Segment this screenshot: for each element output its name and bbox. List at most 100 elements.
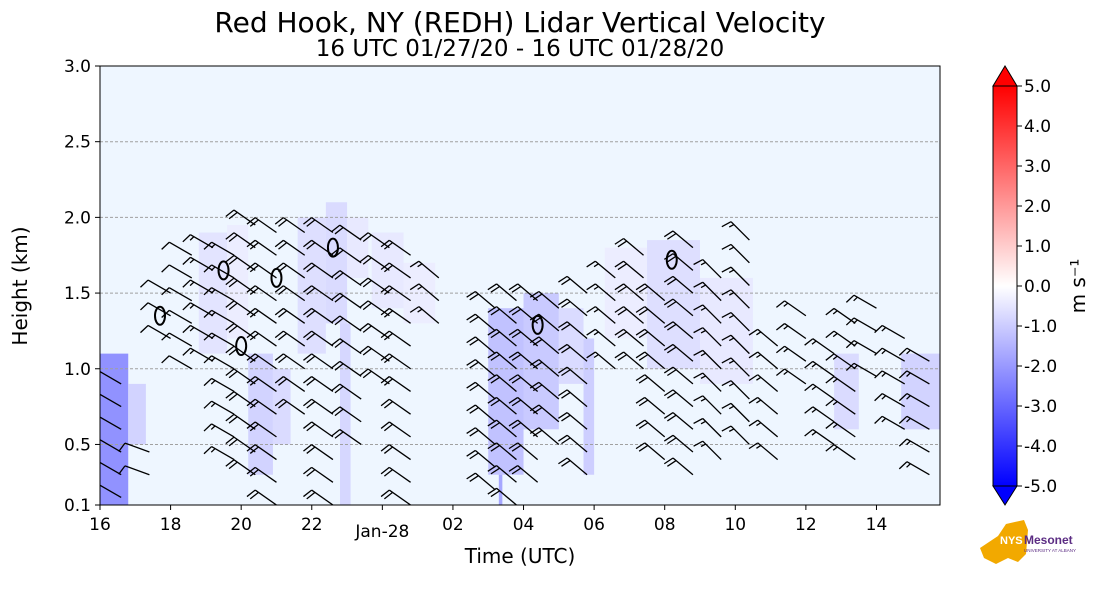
wind-barb-flag bbox=[667, 369, 677, 377]
wind-barb bbox=[833, 421, 856, 438]
wind-barb bbox=[672, 298, 694, 317]
wind-barb-flag bbox=[487, 487, 497, 495]
wind-barb-flag bbox=[490, 444, 500, 452]
wind-barb-flag bbox=[663, 389, 674, 397]
wind-barb-flag bbox=[359, 232, 369, 240]
wind-barb-flag bbox=[490, 467, 500, 475]
wind-barb bbox=[233, 254, 256, 271]
wind-barb bbox=[254, 444, 277, 461]
wind-barb bbox=[311, 262, 334, 279]
wind-barb-half-flag bbox=[728, 314, 735, 319]
wind-barb bbox=[702, 440, 722, 461]
wind-barb-flag bbox=[334, 272, 344, 280]
wind-barb bbox=[784, 345, 807, 362]
wind-barb-flag bbox=[532, 293, 543, 301]
wind-barb-flag bbox=[511, 308, 522, 316]
wind-barb-flag bbox=[466, 359, 476, 366]
wind-barb-flag bbox=[586, 283, 596, 291]
wind-barb-half-flag bbox=[906, 417, 911, 423]
wind-barb-flag bbox=[383, 332, 393, 341]
wind-barb-flag bbox=[558, 457, 568, 465]
wind-barb-half-flag bbox=[783, 370, 789, 376]
wind-barb bbox=[339, 270, 362, 287]
wind-barb-flag bbox=[306, 491, 316, 500]
updraft-contour bbox=[154, 305, 166, 326]
velocity-cell bbox=[100, 353, 129, 505]
wind-barb-flag bbox=[693, 395, 704, 402]
wind-barb-flag bbox=[331, 247, 341, 255]
wind-barb bbox=[211, 309, 235, 324]
wind-barb bbox=[881, 347, 906, 362]
wind-barb-flag bbox=[331, 338, 341, 346]
wind-barb bbox=[100, 489, 101, 490]
wind-barb-flag bbox=[278, 310, 288, 318]
x-tick-label: 02 bbox=[442, 515, 464, 535]
wind-barb-flag bbox=[529, 313, 540, 321]
y-tick-label: 2.5 bbox=[64, 133, 91, 153]
wind-barb-flag bbox=[825, 398, 835, 407]
wind-barb-flag bbox=[466, 313, 476, 321]
wind-barb-half-flag bbox=[417, 285, 423, 290]
wind-barb-flag bbox=[140, 302, 149, 311]
wind-barb-flag bbox=[228, 393, 238, 401]
wind-barb-half-flag bbox=[881, 349, 887, 355]
x-tick-label: 06 bbox=[583, 515, 605, 535]
colorbar-tick-label: 3.0 bbox=[1024, 157, 1051, 177]
wind-barb-flag bbox=[306, 423, 316, 432]
wind-barb-half-flag bbox=[593, 308, 599, 313]
wind-barb-flag bbox=[303, 217, 313, 225]
wind-barb-half-flag bbox=[700, 261, 706, 266]
wind-barb bbox=[190, 347, 214, 362]
wind-barb bbox=[233, 459, 256, 476]
wind-barb-flag bbox=[225, 209, 235, 218]
wind-barb bbox=[211, 332, 235, 347]
wind-barb bbox=[233, 323, 256, 340]
wind-barb-flag bbox=[635, 374, 646, 382]
wind-barb bbox=[853, 294, 877, 309]
wind-barb bbox=[517, 419, 539, 438]
wind-barb-flag bbox=[225, 300, 235, 308]
wind-barb bbox=[168, 332, 193, 347]
wind-barb-flag bbox=[508, 396, 519, 404]
wind-barb-flag bbox=[303, 239, 313, 248]
wind-barb-flag bbox=[225, 413, 235, 422]
wind-barb bbox=[730, 266, 750, 286]
wind-barb-flag bbox=[91, 462, 99, 469]
wind-barb-flag bbox=[278, 264, 288, 273]
wind-barb-flag bbox=[466, 290, 476, 298]
wind-barb-flag bbox=[663, 298, 674, 306]
wind-barb-half-flag bbox=[593, 263, 599, 268]
wind-barb bbox=[283, 239, 306, 256]
wind-barb-flag bbox=[203, 377, 213, 387]
wind-barb-flag bbox=[274, 307, 284, 316]
wind-barb-flag bbox=[638, 331, 649, 339]
wind-barb-flag bbox=[487, 374, 497, 382]
wind-barb bbox=[100, 484, 122, 498]
wind-barb bbox=[496, 419, 517, 438]
wind-barb-flag bbox=[721, 334, 732, 341]
wind-barb bbox=[311, 421, 334, 438]
wind-barb-flag bbox=[638, 354, 649, 361]
x-tick-label: 12 bbox=[795, 515, 817, 535]
wind-barb-flag bbox=[748, 328, 759, 336]
wind-barb-half-flag bbox=[906, 349, 911, 355]
wind-barb bbox=[853, 317, 877, 332]
wind-barb-flag bbox=[775, 345, 785, 354]
wind-barb-flag bbox=[359, 254, 369, 263]
wind-barb-flag bbox=[845, 340, 855, 349]
wind-barb-flag bbox=[721, 311, 732, 319]
wind-barb-flag bbox=[246, 217, 256, 225]
wind-barb bbox=[233, 300, 256, 317]
wind-barb bbox=[283, 353, 306, 370]
wind-barb bbox=[283, 398, 306, 415]
wind-barb bbox=[566, 275, 588, 294]
wind-barb-flag bbox=[469, 361, 479, 369]
logo-mesonet-text: Mesonet bbox=[1024, 533, 1073, 547]
wind-barb-flag bbox=[469, 452, 479, 460]
wind-barb-flag bbox=[617, 331, 628, 339]
wind-barb bbox=[388, 421, 411, 438]
wind-barb bbox=[496, 442, 517, 461]
wind-barb-flag bbox=[825, 353, 835, 361]
wind-barb-flag bbox=[246, 353, 256, 361]
wind-barb-flag bbox=[246, 262, 256, 270]
